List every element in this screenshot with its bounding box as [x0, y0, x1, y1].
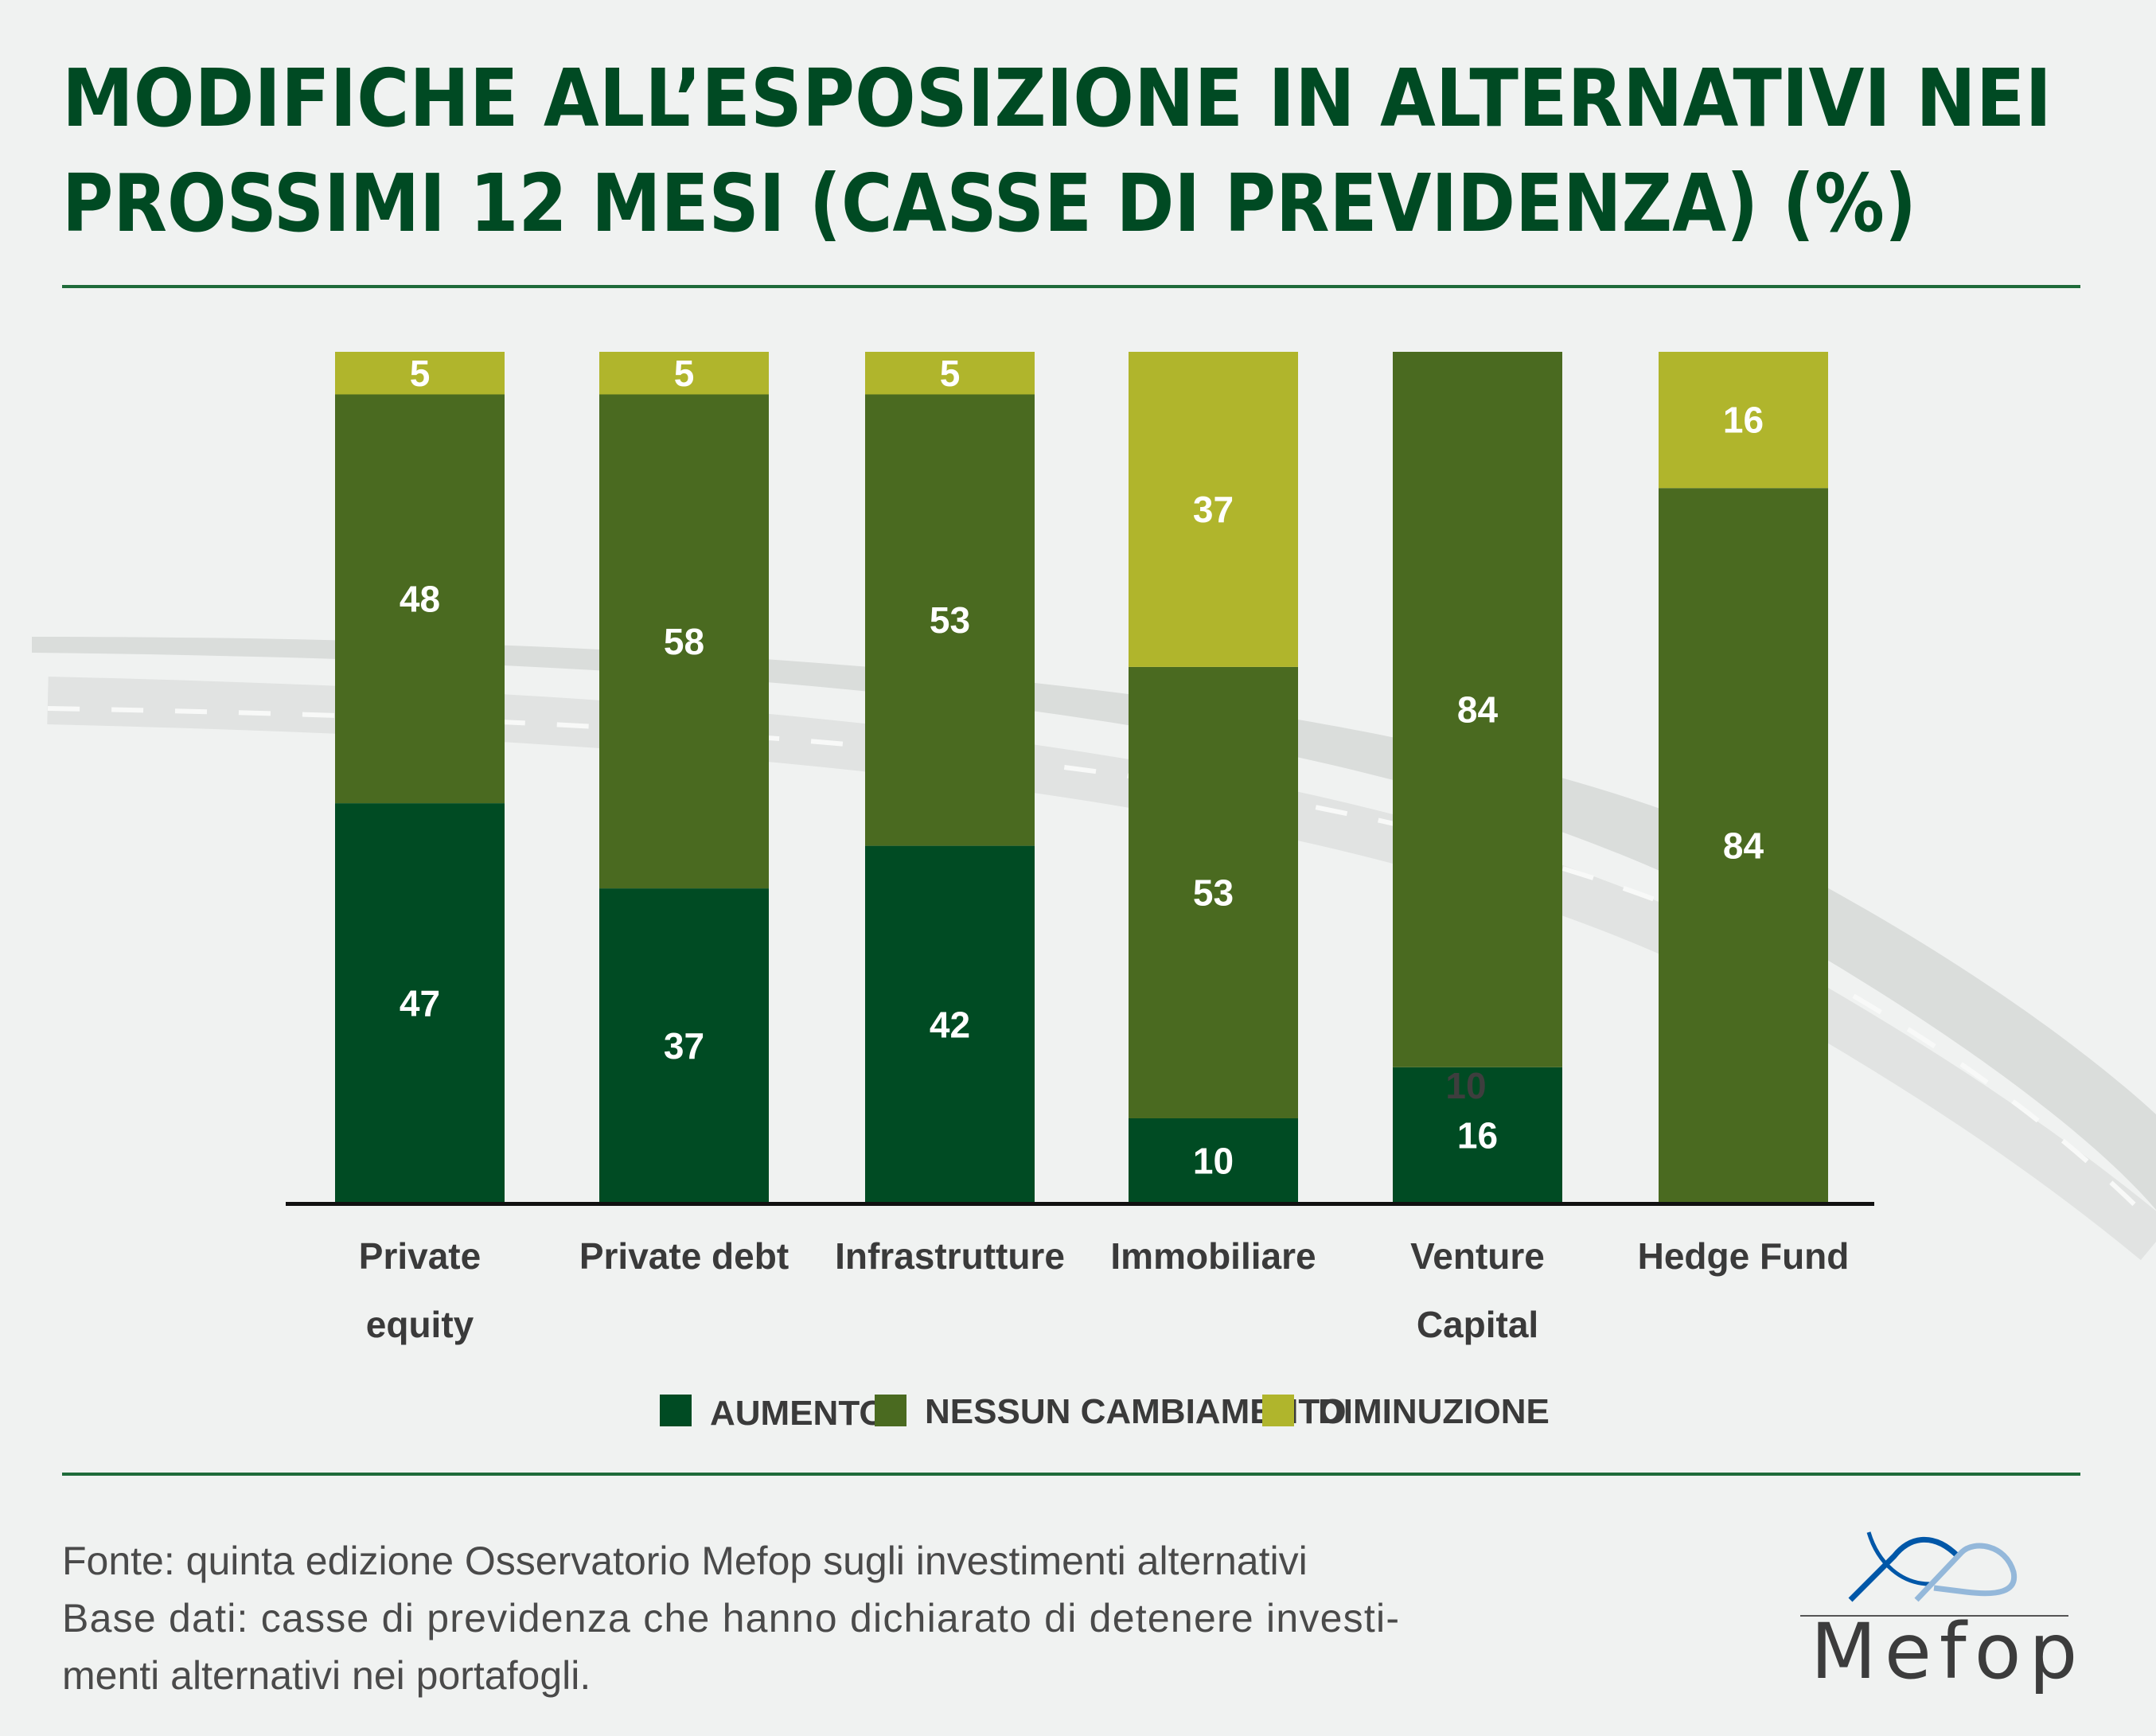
category-labels: Private equity Private debt Infrastrutture I… [359, 1235, 1850, 1345]
title-line-2: PROSSIMI 12 MESI (CASSE DI PREVIDENZA) (… [62, 157, 1916, 250]
bar-segment [599, 888, 769, 1203]
bars: 47 48 5 37 58 5 42 53 5 10 53 37 16 84 84 16 10 [335, 352, 1828, 1203]
data-label: 42 [930, 1004, 970, 1045]
x-axis [286, 1202, 1874, 1206]
data-label: 37 [1193, 489, 1234, 530]
bar-segment [865, 394, 1035, 846]
bar-segment [599, 352, 769, 395]
data-label: 10 [1193, 1141, 1234, 1182]
data-label: 16 [1457, 1114, 1498, 1156]
mefop-logo: Mefop [1800, 1531, 2085, 1696]
bar-segment [1129, 352, 1298, 667]
category-label: Hedge Fund [1638, 1235, 1850, 1277]
legend-swatch-aumento [660, 1395, 692, 1426]
data-label: 58 [664, 621, 704, 662]
bar-segment [1659, 488, 1828, 1203]
bar-segment [335, 352, 505, 395]
annotation-label: 10 [1445, 1065, 1486, 1106]
bar-segment [1393, 1067, 1562, 1203]
data-label: 84 [1723, 825, 1764, 867]
logo-text: Mefop [1811, 1607, 2085, 1696]
title-line-1: MODIFICHE ALL’ESPOSIZIONE IN ALTERNATIVI… [62, 52, 2052, 145]
data-label: 48 [400, 578, 440, 619]
bar-segment [1393, 352, 1562, 1067]
legend-swatch-nessun-cambiamento [875, 1395, 906, 1426]
bar-segment [1659, 352, 1828, 489]
bar-segment [1129, 1118, 1298, 1203]
bar-segment [865, 845, 1035, 1203]
bar-segment [335, 803, 505, 1203]
top-divider [62, 285, 2080, 288]
legend-label-diminuzione: DIMINUZIONE [1318, 1392, 1550, 1431]
data-label: 5 [674, 353, 695, 394]
legend-swatch-diminuzione [1262, 1395, 1294, 1426]
source-line-3: menti alternativi nei portafogli. [62, 1653, 591, 1698]
data-label: 5 [940, 353, 961, 394]
data-label: 16 [1723, 400, 1764, 441]
data-label: 37 [664, 1025, 704, 1067]
data-label: 53 [1193, 872, 1234, 913]
legend: AUMENTO NESSUN CAMBIAMENTO DIMINUZIONE [660, 1392, 1550, 1433]
category-label: Immobiliare [1110, 1235, 1316, 1277]
category-label: Private [359, 1235, 481, 1277]
source-line-1: Fonte: quinta edizione Osservatorio Mefo… [62, 1539, 1308, 1583]
legend-label-aumento: AUMENTO [710, 1394, 887, 1433]
bar-segment [599, 394, 769, 889]
bottom-divider [62, 1473, 2080, 1476]
bar-segment [865, 352, 1035, 395]
category-label: equity [366, 1304, 474, 1345]
bar-segment [1129, 666, 1298, 1118]
category-label: Capital [1417, 1304, 1538, 1345]
data-label: 47 [400, 983, 440, 1024]
data-label: 5 [410, 353, 431, 394]
source-line-2: Base dati: casse di previdenza che hanno… [62, 1596, 1399, 1640]
category-label: Infrastrutture [835, 1235, 1065, 1277]
category-label: Private debt [579, 1235, 789, 1277]
bar-segment [335, 394, 505, 804]
category-label: Venture [1410, 1235, 1545, 1277]
data-label: 53 [930, 599, 970, 641]
data-label: 84 [1457, 689, 1499, 730]
